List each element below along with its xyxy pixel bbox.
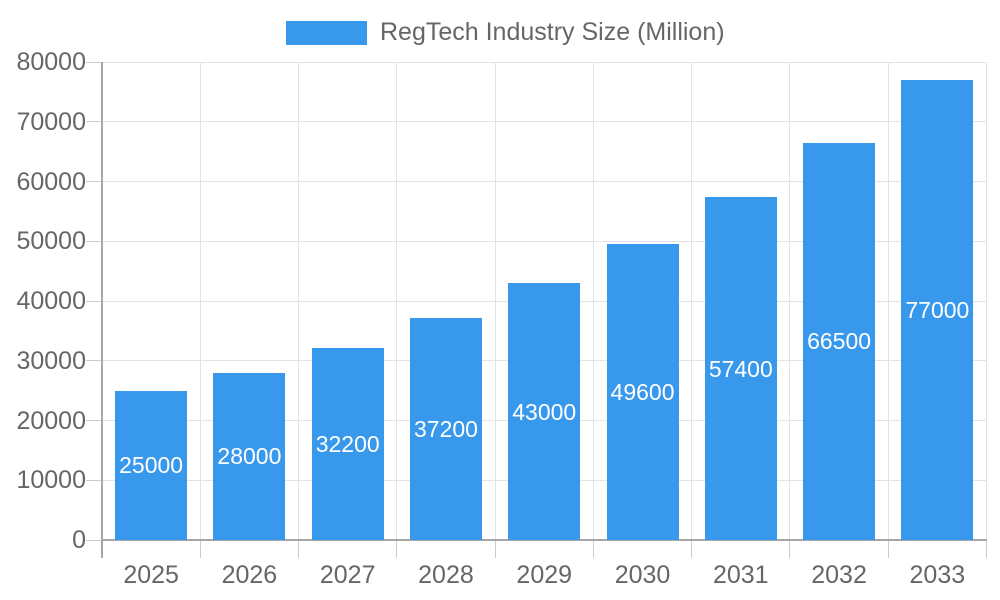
x-tick-label: 2029 xyxy=(516,561,573,589)
y-tick-mark xyxy=(86,240,102,242)
bar[interactable] xyxy=(901,79,974,540)
x-gridline xyxy=(592,62,594,540)
y-tick-mark xyxy=(86,479,102,481)
bar-value-label: 43000 xyxy=(512,398,577,425)
y-tick-mark xyxy=(86,181,102,182)
bar[interactable] xyxy=(704,197,777,540)
x-tick-mark xyxy=(298,540,300,558)
x-gridline xyxy=(494,62,496,540)
y-tick-mark xyxy=(86,61,102,63)
x-tick-mark xyxy=(789,540,791,558)
bar[interactable] xyxy=(508,283,581,540)
x-axis-line xyxy=(102,539,987,541)
bar-value-label: 57400 xyxy=(708,355,773,382)
y-gridline xyxy=(102,61,987,63)
x-gridline xyxy=(396,62,398,540)
y-tick-label: 40000 xyxy=(16,287,86,315)
bar-value-label: 77000 xyxy=(905,296,970,323)
y-tick-label: 0 xyxy=(72,526,86,554)
bar-value-label: 28000 xyxy=(217,443,282,470)
y-tick-label: 80000 xyxy=(16,48,86,76)
bar-value-label: 37200 xyxy=(413,415,478,442)
y-tick-mark xyxy=(86,539,102,541)
legend: RegTech Industry Size (Million) xyxy=(286,18,725,47)
bar-value-label: 25000 xyxy=(119,452,184,479)
bar[interactable] xyxy=(115,390,188,540)
x-tick-label: 2026 xyxy=(221,561,278,589)
x-tick-label: 2032 xyxy=(811,561,867,589)
x-tick-mark xyxy=(691,540,693,558)
legend-label: RegTech Industry Size (Million) xyxy=(380,18,725,46)
bar-value-label: 32200 xyxy=(315,430,380,457)
y-gridline xyxy=(102,240,987,242)
x-tick-label: 2027 xyxy=(319,561,376,589)
bar[interactable] xyxy=(803,142,876,540)
x-tick-label: 2031 xyxy=(712,561,769,589)
x-gridline xyxy=(298,62,300,540)
x-tick-mark xyxy=(396,540,398,558)
y-tick-label: 10000 xyxy=(16,466,86,495)
y-tick-mark xyxy=(86,300,102,302)
y-axis-line xyxy=(101,62,103,558)
x-gridline xyxy=(199,62,201,540)
x-tick-label: 2025 xyxy=(123,561,179,589)
y-tick-mark xyxy=(86,121,102,123)
y-tick-label: 60000 xyxy=(16,167,86,196)
y-tick-mark xyxy=(86,420,102,421)
y-tick-label: 30000 xyxy=(16,346,86,375)
x-tick-label: 2033 xyxy=(909,561,966,589)
x-tick-mark xyxy=(199,540,201,558)
bar[interactable] xyxy=(606,243,679,540)
y-tick-label: 70000 xyxy=(16,107,86,136)
x-gridline xyxy=(691,62,693,540)
x-tick-label: 2028 xyxy=(418,561,474,589)
bar[interactable] xyxy=(311,347,384,540)
y-tick-label: 20000 xyxy=(16,406,86,435)
y-gridline xyxy=(102,181,987,182)
y-tick-label: 50000 xyxy=(16,227,86,256)
x-tick-mark xyxy=(986,540,987,558)
x-gridline xyxy=(887,62,889,540)
bar-value-label: 49600 xyxy=(610,378,675,405)
x-tick-mark xyxy=(592,540,594,558)
x-gridline xyxy=(789,62,791,540)
bar[interactable] xyxy=(409,317,482,540)
x-tick-label: 2030 xyxy=(614,561,671,589)
y-tick-mark xyxy=(86,360,102,362)
y-gridline xyxy=(102,121,987,123)
x-tick-mark xyxy=(494,540,496,558)
legend-swatch xyxy=(286,20,367,45)
bar[interactable] xyxy=(213,372,286,540)
x-gridline xyxy=(986,62,987,540)
x-tick-mark xyxy=(887,540,889,558)
bar-value-label: 66500 xyxy=(807,328,872,355)
